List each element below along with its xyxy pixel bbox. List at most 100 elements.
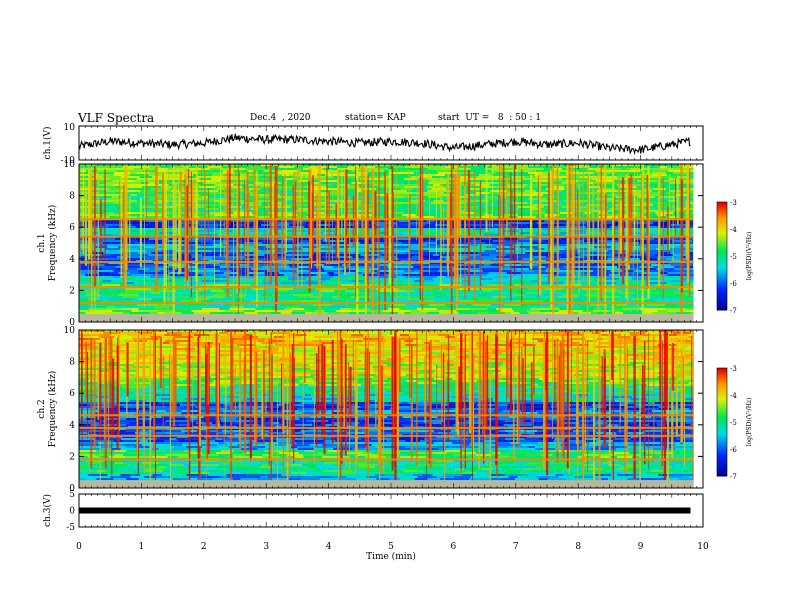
psd-cell bbox=[123, 206, 132, 209]
psd-cell bbox=[343, 352, 360, 355]
psd-cell bbox=[407, 258, 424, 261]
psd-cell bbox=[443, 186, 458, 189]
sferic-streak bbox=[174, 182, 177, 270]
colorbar-step bbox=[717, 209, 727, 212]
psd-cell bbox=[449, 290, 458, 293]
psd-cell bbox=[670, 182, 682, 185]
psd-cell bbox=[107, 358, 122, 361]
psd-cell bbox=[513, 290, 523, 293]
psd-cell bbox=[689, 290, 694, 293]
psd-cell bbox=[347, 304, 360, 307]
psd-cell bbox=[491, 186, 507, 189]
psd-cell bbox=[556, 180, 566, 183]
psd-cell bbox=[571, 240, 584, 243]
psd-cell bbox=[629, 266, 640, 269]
psd-cell bbox=[199, 278, 215, 281]
sferic-streak bbox=[384, 171, 386, 311]
psd-cell bbox=[580, 186, 589, 189]
psd-cell bbox=[107, 250, 119, 253]
psd-cell bbox=[559, 268, 572, 271]
psd-cell bbox=[389, 306, 408, 309]
psd-cell bbox=[649, 282, 667, 285]
psd-cell bbox=[570, 164, 578, 167]
psd-cell bbox=[401, 266, 414, 269]
psd-cell bbox=[324, 216, 344, 219]
sferic-streak bbox=[593, 173, 595, 251]
psd-cell bbox=[132, 300, 151, 303]
psd-cell bbox=[374, 234, 387, 237]
psd-cell bbox=[103, 256, 118, 259]
psd-cell bbox=[571, 312, 579, 315]
sferic-streak bbox=[589, 174, 591, 303]
psd-cell bbox=[588, 168, 603, 171]
colorbar-step bbox=[717, 268, 727, 271]
psd-cell bbox=[300, 182, 313, 185]
psd-cell bbox=[119, 354, 139, 357]
psd-cell bbox=[345, 300, 363, 303]
psd-cell bbox=[684, 300, 694, 303]
psd-cell bbox=[469, 176, 478, 179]
psd-cell bbox=[350, 246, 368, 249]
psd-cell bbox=[512, 172, 528, 175]
psd-cell bbox=[225, 310, 244, 313]
psd-cell bbox=[287, 290, 304, 293]
psd-cell bbox=[169, 170, 184, 173]
psd-cell bbox=[662, 230, 679, 233]
psd-cell bbox=[99, 304, 114, 307]
psd-cell bbox=[595, 264, 605, 267]
psd-cell bbox=[259, 164, 274, 167]
psd-cell bbox=[661, 234, 671, 237]
psd-cell bbox=[148, 364, 165, 367]
psd-cell bbox=[258, 264, 279, 267]
psd-cell bbox=[204, 210, 220, 213]
psd-cell bbox=[364, 278, 375, 281]
psd-cell bbox=[286, 168, 304, 171]
psd-cell bbox=[569, 292, 583, 295]
psd-cell bbox=[506, 274, 524, 277]
psd-cell bbox=[287, 276, 294, 279]
psd-cell bbox=[164, 334, 182, 337]
psd-cell bbox=[584, 174, 599, 177]
psd-cell bbox=[603, 210, 615, 213]
colorbar-step bbox=[717, 243, 727, 246]
psd-cell bbox=[94, 306, 107, 309]
psd-cell bbox=[267, 348, 279, 351]
psd-cell bbox=[104, 344, 111, 347]
sferic-streak bbox=[91, 167, 93, 313]
psd-cell bbox=[658, 240, 673, 243]
psd-cell bbox=[264, 340, 271, 343]
psd-cell bbox=[626, 330, 639, 333]
sferic-streak bbox=[233, 164, 235, 322]
psd-cell bbox=[150, 274, 171, 277]
sferic-streak bbox=[600, 164, 602, 301]
psd-cell bbox=[338, 188, 348, 191]
psd-cell bbox=[114, 336, 132, 339]
psd-cell bbox=[483, 264, 491, 267]
psd-cell bbox=[160, 292, 174, 295]
psd-cell bbox=[302, 250, 314, 253]
psd-cell bbox=[417, 306, 435, 309]
psd-cell bbox=[514, 188, 528, 191]
psd-cell bbox=[632, 294, 650, 297]
psd-cell bbox=[410, 176, 419, 179]
psd-cell bbox=[123, 330, 138, 333]
psd-cell bbox=[491, 350, 507, 353]
psd-cell bbox=[189, 264, 196, 267]
psd-cell bbox=[233, 212, 252, 215]
psd-cell bbox=[488, 272, 507, 275]
psd-cell bbox=[457, 290, 468, 293]
sferic-streak bbox=[195, 182, 196, 281]
psd-cell bbox=[513, 264, 522, 267]
psd-cell bbox=[168, 306, 183, 309]
psd-cell bbox=[113, 166, 123, 169]
psd-cell bbox=[522, 180, 534, 183]
psd-cell bbox=[177, 358, 186, 361]
psd-cell bbox=[159, 206, 176, 209]
psd-cell bbox=[604, 264, 619, 267]
psd-cell bbox=[182, 332, 201, 335]
psd-cell bbox=[490, 264, 504, 267]
psd-cell bbox=[665, 228, 679, 231]
psd-cell bbox=[421, 166, 428, 169]
psd-cell bbox=[401, 262, 415, 265]
psd-cell bbox=[527, 226, 543, 229]
